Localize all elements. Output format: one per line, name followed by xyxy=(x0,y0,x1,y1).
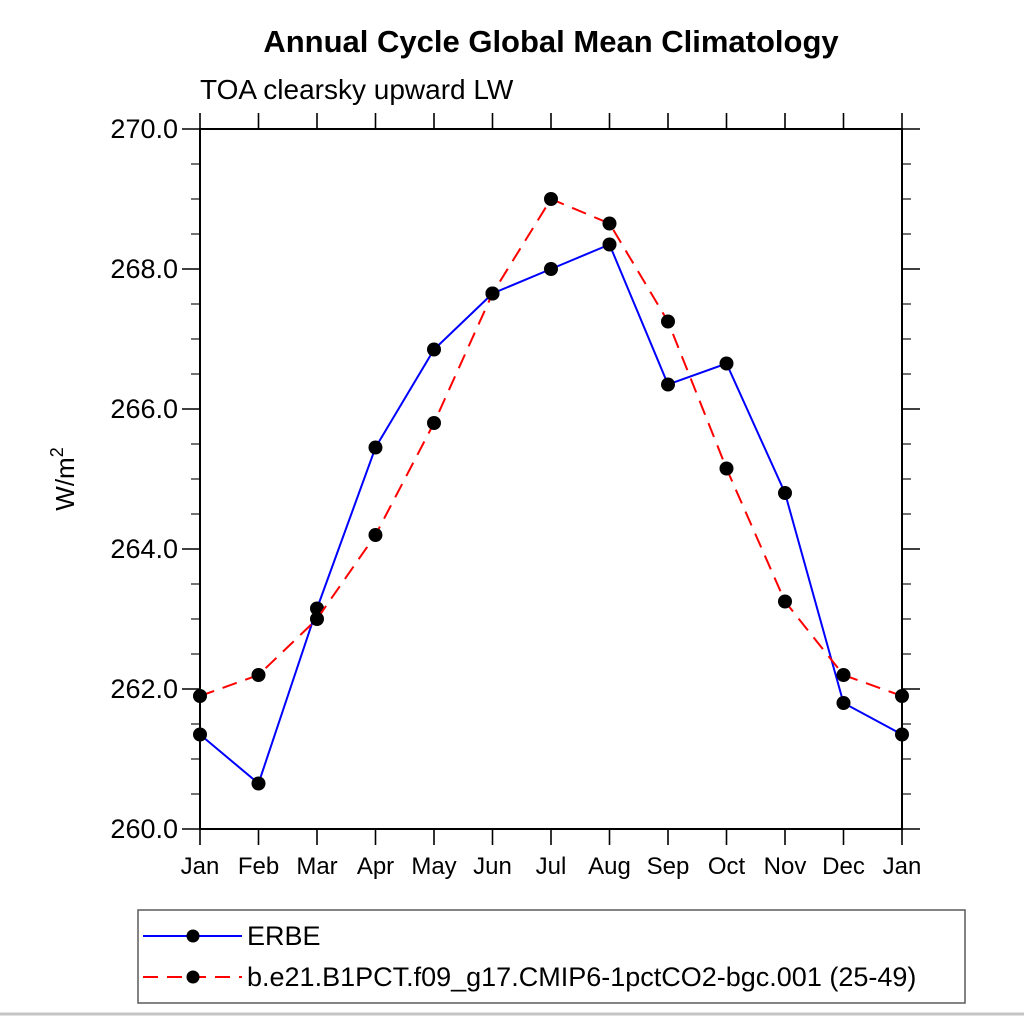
x-tick-label: Dec xyxy=(822,853,865,880)
legend-label: ERBE xyxy=(247,921,321,951)
data-point-marker xyxy=(661,314,675,329)
x-tick-label: Oct xyxy=(708,853,746,880)
data-point-marker xyxy=(368,528,383,542)
x-tick-label: Apr xyxy=(357,853,394,880)
legend-box xyxy=(137,909,966,1004)
y-tick-label: 268.0 xyxy=(110,254,178,284)
legend-label: b.e21.B1PCT.f09_g17.CMIP6-1pctCO2-bgc.00… xyxy=(247,962,916,992)
data-point-marker xyxy=(836,696,851,710)
x-tick-label: Jun xyxy=(473,853,512,880)
data-point-marker xyxy=(427,342,441,357)
y-axis-label: W/m2 xyxy=(47,447,80,510)
data-point-marker xyxy=(602,237,617,252)
data-point-marker xyxy=(778,594,792,609)
data-point-marker xyxy=(778,486,792,500)
y-tick-label: 266.0 xyxy=(110,394,178,424)
x-tick-label: Aug xyxy=(588,853,631,880)
y-axis-label-exponent: 2 xyxy=(47,447,67,457)
x-tick-label: Mar xyxy=(296,853,337,880)
y-tick-label: 264.0 xyxy=(110,534,178,564)
x-tick-label: Jul xyxy=(536,853,567,880)
chart-title: Annual Cycle Global Mean Climatology xyxy=(263,24,839,59)
chart-subtitle: TOA clearsky upward LW xyxy=(200,74,514,105)
data-point-marker xyxy=(485,286,500,301)
series-line-erbe xyxy=(199,243,903,786)
y-tick-label: 262.0 xyxy=(110,674,178,704)
data-point-marker xyxy=(544,192,558,206)
data-point-marker xyxy=(719,461,734,476)
data-point-marker xyxy=(368,440,383,455)
data-point-marker xyxy=(895,727,909,742)
data-point-marker xyxy=(427,416,441,430)
x-tick-label: Jan xyxy=(883,853,922,880)
data-point-marker xyxy=(193,689,207,703)
data-point-marker xyxy=(895,689,909,703)
data-point-marker xyxy=(719,356,734,371)
y-axis-label-base: W/m xyxy=(50,457,80,510)
x-tick-label: Feb xyxy=(238,853,279,880)
data-point-marker xyxy=(544,262,558,276)
data-point-marker xyxy=(310,612,324,626)
x-tick-label: Jan xyxy=(181,853,220,880)
legend-box-group: ERBE b.e21.B1PCT.f09_g17.CMIP6-1pctCO2-bg… xyxy=(137,909,966,1004)
x-tick-label: Nov xyxy=(764,853,807,880)
data-point-marker xyxy=(193,727,207,742)
legend-marker xyxy=(186,970,200,984)
data-point-marker xyxy=(602,216,617,231)
data-point-marker xyxy=(251,668,266,682)
data-point-marker xyxy=(836,668,851,682)
plot-frame xyxy=(199,128,903,830)
y-tick-label: 260.0 xyxy=(110,814,178,844)
series-layer xyxy=(193,192,909,791)
data-point-marker xyxy=(310,601,324,616)
legend-marker xyxy=(186,929,200,943)
x-tick-label: May xyxy=(411,853,456,880)
x-tick-label: Sep xyxy=(647,853,690,880)
data-point-marker xyxy=(251,776,266,791)
y-tick-label: 270.0 xyxy=(110,114,178,144)
axes-layer: 260.0 262.0 264.0 266.0 268.0 270.0 Jan Feb Mar A… xyxy=(110,113,921,880)
data-point-marker xyxy=(661,377,675,392)
